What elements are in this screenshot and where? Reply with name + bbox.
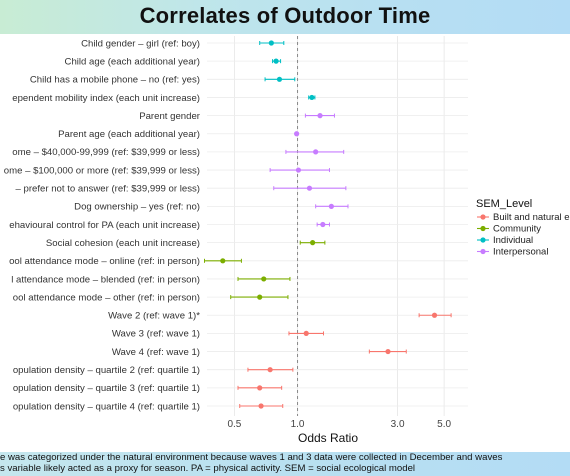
y-tick-label-5: Parent age (each additional year) <box>58 129 200 140</box>
legend-label-2: Individual <box>493 235 533 246</box>
point-11 <box>310 240 316 246</box>
x-tick-label-1: 1.0 <box>291 419 305 430</box>
y-tick-label-16: Wave 3 (ref: wave 1) <box>112 329 200 340</box>
x-tick-label-2: 3.0 <box>391 419 405 430</box>
point-16 <box>303 330 309 336</box>
grid-lines <box>207 36 468 416</box>
point-13 <box>261 276 267 282</box>
point-19 <box>257 385 263 391</box>
x-tick-labels: 0.5 1.0 3.0 5.0 <box>227 419 451 430</box>
legend-label-1: Community <box>493 224 541 235</box>
y-tick-label-4: Parent gender <box>139 111 201 122</box>
y-tick-label-8: – prefer not to answer (ref: $39,999 or … <box>15 184 200 195</box>
point-10 <box>320 221 326 228</box>
point-5 <box>294 131 300 137</box>
point-8 <box>306 185 313 191</box>
point-20 <box>258 403 264 409</box>
y-tick-label-0: Child gender – girl (ref: boy) <box>81 38 200 49</box>
legend-title: SEM_Level <box>476 198 532 210</box>
y-tick-label-15: Wave 2 (ref: wave 1)* <box>108 311 200 322</box>
y-tick-label-7: ome – $100,000 or more (ref: $39,999 or … <box>4 165 200 176</box>
point-4 <box>317 113 323 119</box>
y-tick-label-6: ome – $40,000-99,999 (ref: $39,999 or le… <box>12 147 200 158</box>
point-17 <box>385 348 391 355</box>
legend: SEM_Level Built and natural eCommunityIn… <box>476 198 570 258</box>
y-tick-label-2: Child has a mobile phone – no (ref: yes) <box>30 75 200 86</box>
legend-key-point-1 <box>480 225 486 232</box>
legend-key-point-0 <box>480 214 486 220</box>
point-12 <box>220 258 226 264</box>
y-tick-labels: Child gender – girl (ref: boy) Child age … <box>4 38 201 412</box>
point-9 <box>328 203 334 209</box>
y-tick-label-3: ependent mobility index (each unit incre… <box>12 93 200 104</box>
legend-key-point-3 <box>480 248 486 255</box>
title-bar <box>0 0 570 34</box>
point-7 <box>295 167 302 173</box>
footnote-line-2: s variable likely acted as a proxy for s… <box>0 463 416 474</box>
legend-key-point-2 <box>480 237 486 243</box>
x-axis-title: Odds Ratio <box>298 431 358 445</box>
y-tick-label-10: ehavioural control for PA (each unit inc… <box>9 220 200 231</box>
x-tick-label-0: 0.5 <box>227 419 241 430</box>
footnote-line-1: e was categorized under the natural envi… <box>0 452 503 463</box>
point-15 <box>431 312 438 318</box>
point-14 <box>257 294 263 300</box>
point-0 <box>268 40 274 46</box>
point-6 <box>313 149 319 155</box>
y-tick-label-9: Dog ownership – yes (ref: no) <box>74 202 200 213</box>
forest-plot: Child gender – girl (ref: boy) Child age … <box>4 36 570 445</box>
y-tick-label-14: ool attendance mode – other (ref: in per… <box>13 292 200 303</box>
point-18 <box>267 367 273 373</box>
y-tick-label-18: opulation density – quartile 2 (ref: qua… <box>13 365 200 376</box>
y-tick-label-1: Child age (each additional year) <box>65 56 200 67</box>
x-tick-label-3: 5.0 <box>437 419 451 430</box>
y-tick-label-20: opulation density – quartile 4 (ref: qua… <box>13 401 200 412</box>
y-tick-label-19: opulation density – quartile 3 (ref: qua… <box>13 383 200 394</box>
y-tick-label-12: ool attendance mode – online (ref: in pe… <box>9 256 200 267</box>
legend-items: Built and natural eCommunityIndividualIn… <box>477 212 570 258</box>
footnote: e was categorized under the natural envi… <box>0 452 570 476</box>
data-points <box>220 40 438 409</box>
point-2 <box>276 76 283 82</box>
y-tick-label-11: Social cohesion (each unit increase) <box>46 238 200 249</box>
point-3 <box>309 94 315 101</box>
legend-label-0: Built and natural e <box>493 212 570 223</box>
chart-title: Correlates of Outdoor Time <box>139 3 431 28</box>
legend-label-3: Interpersonal <box>493 247 548 258</box>
y-tick-label-17: Wave 4 (ref: wave 1) <box>112 347 200 358</box>
point-1 <box>273 58 279 64</box>
y-tick-label-13: l attendance mode – blended (ref: in per… <box>11 274 200 285</box>
